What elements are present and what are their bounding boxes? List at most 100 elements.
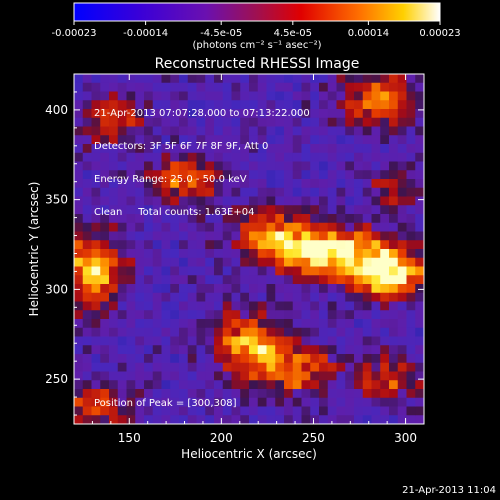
heatmap-cell — [91, 135, 101, 145]
heatmap-cell — [135, 126, 145, 136]
heatmap-cell — [117, 327, 127, 337]
heatmap-cell — [327, 354, 337, 364]
heatmap-cell — [135, 336, 145, 346]
heatmap-cell — [249, 275, 259, 285]
heatmap-cell — [214, 354, 224, 364]
heatmap-cell — [406, 406, 416, 416]
colorbar-tick-label: -0.00014 — [123, 28, 168, 39]
heatmap-cell — [187, 275, 197, 285]
heatmap-cell — [266, 152, 276, 162]
heatmap-cell — [161, 82, 171, 92]
heatmap-cell — [310, 187, 320, 197]
heatmap-cell — [389, 389, 399, 399]
heatmap-cell — [222, 266, 232, 276]
heatmap-cell — [371, 345, 381, 355]
heatmap-cell — [196, 109, 206, 119]
heatmap-cell — [91, 187, 101, 197]
heatmap-cell — [179, 109, 189, 119]
heatmap-cell — [74, 319, 84, 329]
heatmap-cell — [397, 205, 407, 215]
heatmap-cell — [249, 362, 259, 372]
heatmap-cell — [170, 135, 180, 145]
heatmap-cell — [371, 205, 381, 215]
heatmap-cell — [249, 284, 259, 294]
heatmap-cell — [284, 240, 294, 250]
heatmap-cell — [292, 406, 302, 416]
heatmap-cell — [240, 74, 250, 84]
heatmap-cell — [231, 179, 241, 189]
heatmap-cell — [117, 91, 127, 101]
heatmap-cell — [82, 222, 92, 232]
heatmap-cell — [135, 380, 145, 390]
heatmap-cell — [179, 327, 189, 337]
heatmap-cell — [161, 231, 171, 241]
heatmap-cell — [179, 380, 189, 390]
heatmap-cell — [82, 301, 92, 311]
heatmap-cell — [310, 415, 320, 425]
heatmap-cell — [152, 275, 162, 285]
heatmap-cell — [266, 362, 276, 372]
heatmap-cell — [406, 187, 416, 197]
heatmap-cell — [310, 135, 320, 145]
heatmap-cell — [397, 100, 407, 110]
heatmap-cell — [152, 100, 162, 110]
heatmap-cell — [240, 380, 250, 390]
heatmap-cell — [327, 371, 337, 381]
heatmap-cell — [152, 231, 162, 241]
heatmap-cell — [257, 91, 267, 101]
heatmap-cell — [100, 362, 110, 372]
heatmap-cell — [319, 319, 329, 329]
plot-timestamp: 21-Apr-2013 11:04 — [402, 485, 496, 496]
heatmap-cell — [170, 310, 180, 320]
heatmap-cell — [310, 275, 320, 285]
heatmap-cell — [415, 240, 425, 250]
heatmap-cell — [187, 371, 197, 381]
heatmap-cell — [126, 284, 136, 294]
chart-title: Reconstructed RHESSI Image — [155, 56, 360, 72]
heatmap-cell — [187, 126, 197, 136]
x-tick-label: 150 — [118, 431, 141, 445]
heatmap-cell — [152, 144, 162, 154]
heatmap-cell — [205, 415, 215, 425]
heatmap-cell — [126, 257, 136, 267]
heatmap-cell — [135, 301, 145, 311]
heatmap-cell — [135, 240, 145, 250]
heatmap-cell — [327, 397, 337, 407]
heatmap-cell — [205, 284, 215, 294]
heatmap-cell — [109, 161, 119, 171]
heatmap-cell — [196, 231, 206, 241]
heatmap-cell — [301, 91, 311, 101]
heatmap-cell — [336, 354, 346, 364]
heatmap-cell — [266, 397, 276, 407]
heatmap-cell — [327, 415, 337, 425]
heatmap-cell — [406, 310, 416, 320]
heatmap-cell — [109, 284, 119, 294]
heatmap-cell — [266, 214, 276, 224]
heatmap-cell — [345, 345, 355, 355]
heatmap-cell — [362, 126, 372, 136]
heatmap-cell — [179, 345, 189, 355]
heatmap-cell — [222, 301, 232, 311]
heatmap-cell — [319, 362, 329, 372]
heatmap-cell — [91, 161, 101, 171]
heatmap-cell — [100, 187, 110, 197]
heatmap-cell — [354, 380, 364, 390]
heatmap-cell — [380, 240, 390, 250]
heatmap-cell — [240, 354, 250, 364]
heatmap-cell — [100, 406, 110, 416]
heatmap-cell — [397, 109, 407, 119]
heatmap-cell — [240, 222, 250, 232]
heatmap-cell — [82, 240, 92, 250]
heatmap-cell — [389, 144, 399, 154]
heatmap-cell — [222, 240, 232, 250]
heatmap-cell — [179, 249, 189, 259]
heatmap-cell — [310, 74, 320, 84]
heatmap-cell — [126, 161, 136, 171]
heatmap-cell — [100, 336, 110, 346]
heatmap-cell — [214, 187, 224, 197]
heatmap-cell — [222, 354, 232, 364]
heatmap-cell — [100, 345, 110, 355]
heatmap-cell — [161, 187, 171, 197]
heatmap-cell — [161, 109, 171, 119]
